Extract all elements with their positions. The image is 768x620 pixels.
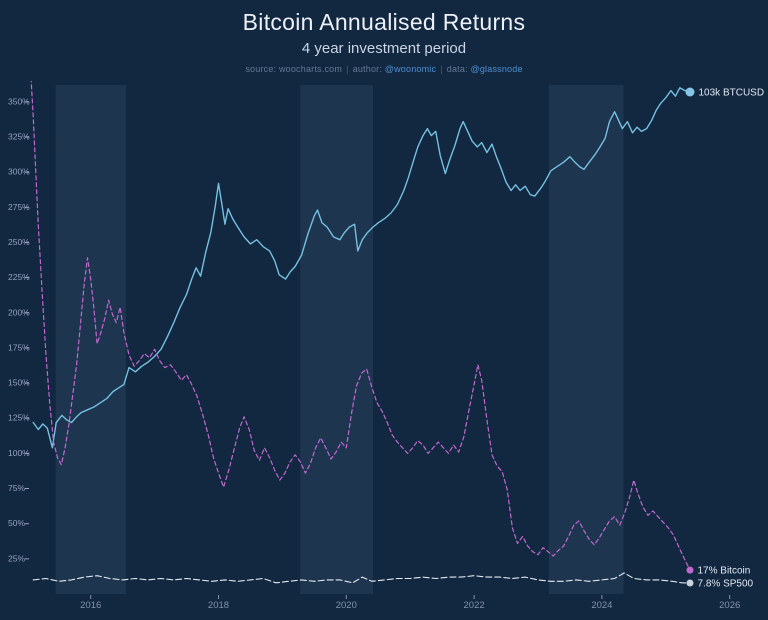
highlight-band-1 bbox=[55, 85, 126, 594]
btcusd-end-label: 103k BTCUSD bbox=[699, 88, 765, 99]
x-axis-label: 2020 bbox=[336, 600, 357, 611]
y-axis-label: 325% bbox=[8, 132, 30, 142]
y-axis-label: 150% bbox=[8, 378, 30, 388]
x-axis-label: 2016 bbox=[80, 600, 101, 611]
highlight-band-3 bbox=[548, 85, 624, 594]
y-axis-label: 300% bbox=[8, 167, 30, 177]
data-handle-link[interactable]: @glassnode bbox=[470, 64, 523, 74]
y-axis-label: 125% bbox=[8, 413, 30, 423]
btcusd-end-dot bbox=[685, 87, 695, 97]
y-axis-label: 275% bbox=[8, 202, 30, 212]
source-label: source: woocharts.com bbox=[245, 64, 343, 74]
source-line: source: woocharts.com | author: @woonomic |… bbox=[0, 64, 768, 74]
y-axis-label: 250% bbox=[8, 237, 30, 247]
bitcoin-end-dot bbox=[686, 566, 694, 574]
separator-icon: | bbox=[346, 64, 349, 74]
sp500-end-label: 7.8% SP500 bbox=[698, 579, 754, 590]
author-label: author: bbox=[352, 64, 383, 74]
x-axis-label: 2018 bbox=[208, 600, 229, 611]
x-axis-label: 2024 bbox=[591, 600, 612, 611]
author-handle-link[interactable]: @woonomic bbox=[384, 64, 437, 74]
btcusd-line bbox=[32, 87, 691, 449]
bitcoin-return-line bbox=[30, 81, 691, 571]
y-axis-label: 350% bbox=[8, 96, 30, 106]
chart-subtitle: 4 year investment period bbox=[301, 40, 467, 57]
y-axis-label: 25% bbox=[8, 553, 25, 563]
y-axis-label: 75% bbox=[8, 483, 25, 493]
sp500-end-dot bbox=[686, 579, 694, 587]
bitcoin-end-label: 17% Bitcoin bbox=[698, 566, 751, 577]
sp500-return-line bbox=[32, 572, 691, 584]
x-axis-label: 2022 bbox=[464, 600, 485, 611]
chart-header: Bitcoin Annualised Returns 4 year invest… bbox=[0, 0, 768, 74]
separator-icon: | bbox=[440, 64, 443, 74]
chart-title: Bitcoin Annualised Returns bbox=[242, 9, 526, 35]
y-axis-label: 100% bbox=[8, 448, 30, 458]
x-axis-label: 2026 bbox=[719, 600, 740, 611]
y-axis-label: 50% bbox=[8, 518, 25, 528]
highlight-band-2 bbox=[300, 85, 374, 594]
data-label: data: bbox=[446, 64, 468, 74]
y-axis-label: 175% bbox=[8, 342, 30, 352]
y-axis-label: 225% bbox=[8, 272, 30, 282]
y-axis-label: 200% bbox=[8, 307, 30, 317]
